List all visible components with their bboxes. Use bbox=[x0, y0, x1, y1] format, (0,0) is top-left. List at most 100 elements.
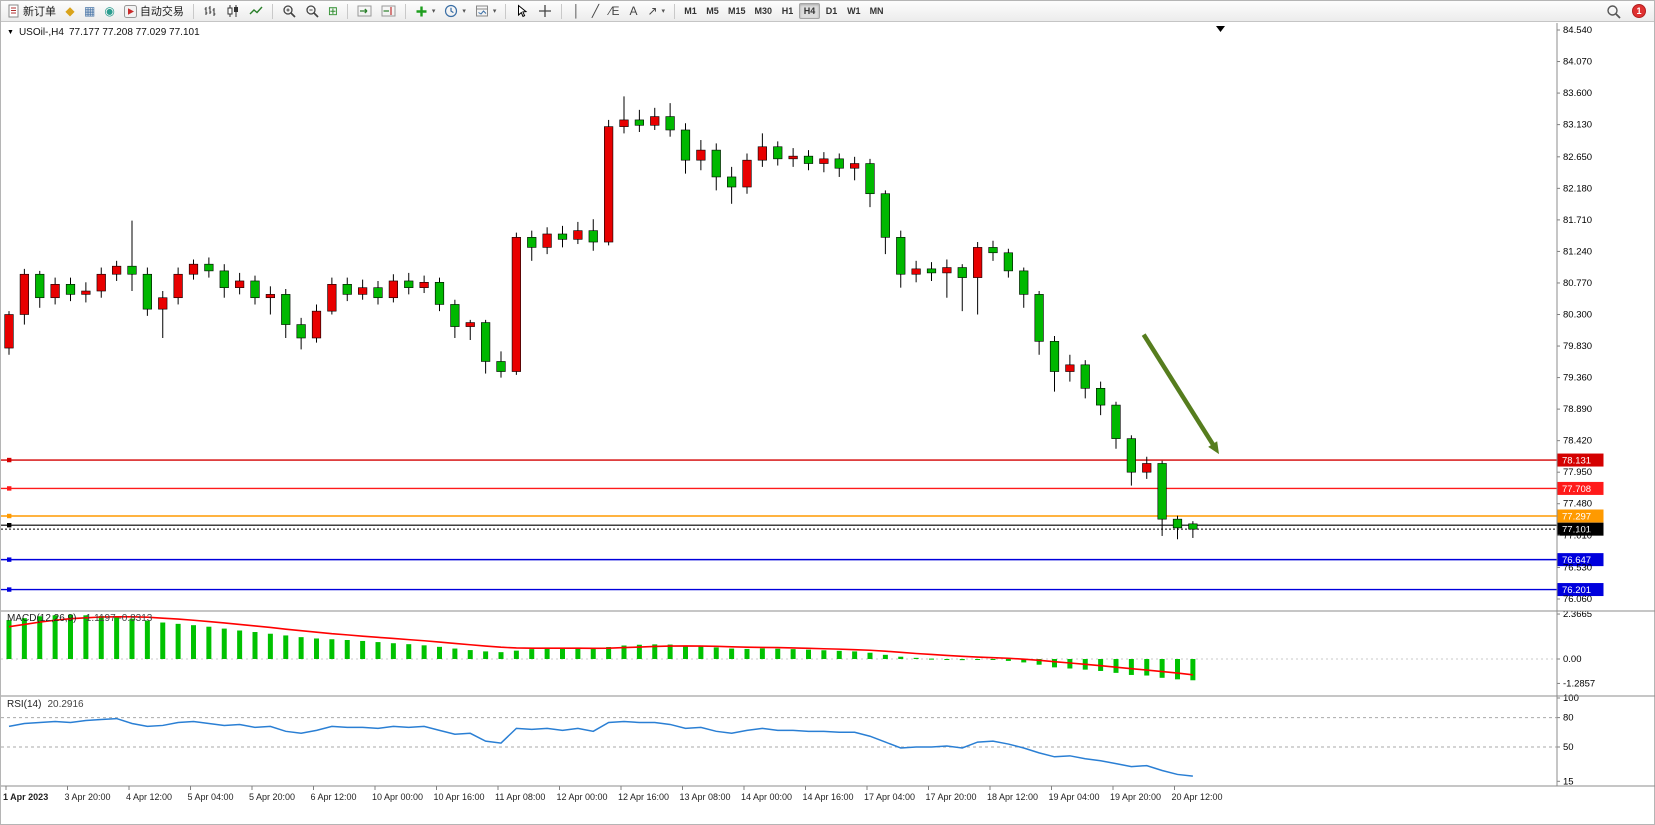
level-line-78.131[interactable]: 78.131 bbox=[1, 453, 1604, 467]
chart-shift-icon[interactable] bbox=[377, 2, 400, 20]
candle bbox=[342, 277, 352, 302]
text-label-icon[interactable]: A bbox=[624, 2, 642, 20]
auto-trading-button[interactable]: 自动交易 bbox=[120, 2, 188, 20]
indicators-icon[interactable]: ▾ bbox=[411, 2, 440, 20]
time-axis[interactable]: 1 Apr 2023 3 Apr 20:00 4 Apr 12:00 5 Apr 04… bbox=[3, 786, 1223, 802]
macd-bar bbox=[1052, 659, 1057, 668]
level-line-76.201[interactable]: 76.201 bbox=[1, 583, 1604, 597]
tile-windows-icon[interactable]: ⊞ bbox=[324, 2, 342, 20]
zoom-out-icon[interactable] bbox=[301, 2, 323, 20]
candle bbox=[419, 275, 429, 294]
candle bbox=[450, 299, 460, 338]
macd-bar bbox=[406, 644, 412, 659]
timeframe-m15[interactable]: M15 bbox=[724, 3, 750, 19]
timeframe-h1[interactable]: H1 bbox=[777, 3, 798, 19]
rsi-scale-label: 50 bbox=[1563, 742, 1574, 753]
rsi-value: 20.2916 bbox=[47, 699, 84, 710]
level-line-77.101[interactable]: 77.101 bbox=[1, 522, 1604, 536]
market-watch-icon[interactable]: ◆ bbox=[61, 2, 79, 20]
templates-icon[interactable]: ▾ bbox=[471, 2, 501, 20]
macd-bar bbox=[975, 659, 981, 660]
price-tag-label: 76.647 bbox=[1562, 555, 1591, 566]
macd-bar bbox=[529, 649, 535, 659]
candle bbox=[727, 166, 737, 204]
trendline-icon[interactable]: ╱ bbox=[586, 2, 604, 20]
macd-bar bbox=[882, 654, 888, 659]
candle bbox=[604, 119, 614, 246]
trend-arrow[interactable] bbox=[1141, 333, 1217, 449]
candle bbox=[65, 277, 76, 302]
arrows-tool-icon[interactable]: ↗ ▾ bbox=[643, 2, 669, 20]
vertical-line-icon[interactable]: │ bbox=[567, 2, 585, 20]
candle bbox=[911, 260, 921, 283]
search-icon[interactable] bbox=[1602, 2, 1625, 20]
rsi-panel: 100 80 50 15 bbox=[1, 693, 1579, 787]
candlestick-chart-icon[interactable] bbox=[222, 2, 244, 20]
line-handle[interactable] bbox=[7, 513, 12, 519]
timeframe-m5[interactable]: M5 bbox=[702, 3, 723, 19]
macd-bar bbox=[237, 630, 243, 659]
line-handle[interactable] bbox=[7, 486, 12, 491]
auto-scroll-icon[interactable] bbox=[353, 2, 376, 20]
arrows-tool-icon: ↗ bbox=[647, 4, 658, 18]
candle bbox=[957, 264, 967, 312]
level-line-77.708[interactable]: 77.708 bbox=[1, 481, 1604, 495]
price-scale[interactable]: 84.540 84.070 83.600 83.130 82.650 82.180 81.7… bbox=[1557, 25, 1592, 605]
candle bbox=[650, 107, 660, 130]
timeframe-mn[interactable]: MN bbox=[866, 3, 888, 19]
candle bbox=[942, 259, 952, 298]
chart-symbol-period: USOil-,H4 bbox=[18, 27, 64, 38]
candle bbox=[481, 319, 491, 374]
line-handle[interactable] bbox=[7, 457, 12, 463]
macd-bar bbox=[37, 616, 43, 659]
candle bbox=[696, 140, 706, 171]
toolbar-separator bbox=[404, 3, 406, 19]
candle bbox=[250, 275, 260, 305]
rsi-label: RSI(14) 20.2916 bbox=[7, 699, 84, 710]
time-axis-label: 17 Apr 04:00 bbox=[864, 792, 915, 802]
price-tag-label: 76.201 bbox=[1562, 585, 1591, 596]
candle bbox=[1065, 354, 1075, 382]
timeframe-h4[interactable]: H4 bbox=[799, 3, 821, 19]
macd-bar bbox=[344, 640, 350, 659]
chart-shift-marker[interactable] bbox=[1216, 26, 1225, 32]
cursor-icon[interactable] bbox=[511, 2, 533, 20]
toolbar-separator bbox=[271, 3, 273, 19]
line-handle[interactable] bbox=[7, 557, 12, 562]
symbol-dropdown-icon[interactable]: ▼ bbox=[7, 29, 14, 36]
macd-bar bbox=[1113, 659, 1119, 673]
periods-icon[interactable]: ▾ bbox=[440, 2, 470, 20]
macd-signal-line bbox=[8, 616, 1193, 676]
level-line[interactable] bbox=[1, 522, 1557, 528]
timeframe-m1[interactable]: M1 bbox=[680, 3, 701, 19]
notification-badge[interactable]: 1 bbox=[1632, 4, 1646, 18]
line-chart-icon[interactable] bbox=[245, 2, 267, 20]
new-order-button[interactable]: 新订单 bbox=[4, 2, 60, 20]
level-line-76.647[interactable]: 76.647 bbox=[1, 553, 1604, 567]
time-axis-label: 14 Apr 16:00 bbox=[803, 792, 854, 802]
timeframe-d1[interactable]: D1 bbox=[821, 3, 842, 19]
timeframe-w1[interactable]: W1 bbox=[843, 3, 865, 19]
macd-bar bbox=[713, 647, 719, 659]
bars-chart-icon[interactable] bbox=[199, 2, 221, 20]
navigator-icon[interactable]: ▦ bbox=[80, 2, 99, 20]
candle bbox=[1126, 435, 1136, 486]
crosshair-icon[interactable] bbox=[534, 2, 556, 20]
equidistant-channel-icon[interactable]: ∕E bbox=[605, 2, 623, 20]
price-tag-label: 77.101 bbox=[1562, 525, 1591, 536]
line-handle[interactable] bbox=[7, 522, 12, 528]
level-line-77.297[interactable]: 77.297 bbox=[1, 509, 1604, 523]
timeframe-m30[interactable]: M30 bbox=[751, 3, 777, 19]
zoom-in-icon[interactable] bbox=[278, 2, 300, 20]
candle bbox=[188, 259, 199, 280]
candle bbox=[35, 270, 45, 308]
line-handle[interactable] bbox=[7, 587, 12, 592]
toolbar-separator bbox=[192, 3, 194, 19]
macd-bar bbox=[467, 650, 473, 659]
time-axis-label: 12 Apr 16:00 bbox=[618, 792, 669, 802]
tile-windows-icon: ⊞ bbox=[327, 4, 338, 18]
macd-label: MACD(12,26,9) -1.1197 -0.8313 bbox=[7, 613, 152, 624]
macd-bar bbox=[1190, 659, 1196, 681]
terminal-icon[interactable]: ◉ bbox=[100, 2, 118, 20]
